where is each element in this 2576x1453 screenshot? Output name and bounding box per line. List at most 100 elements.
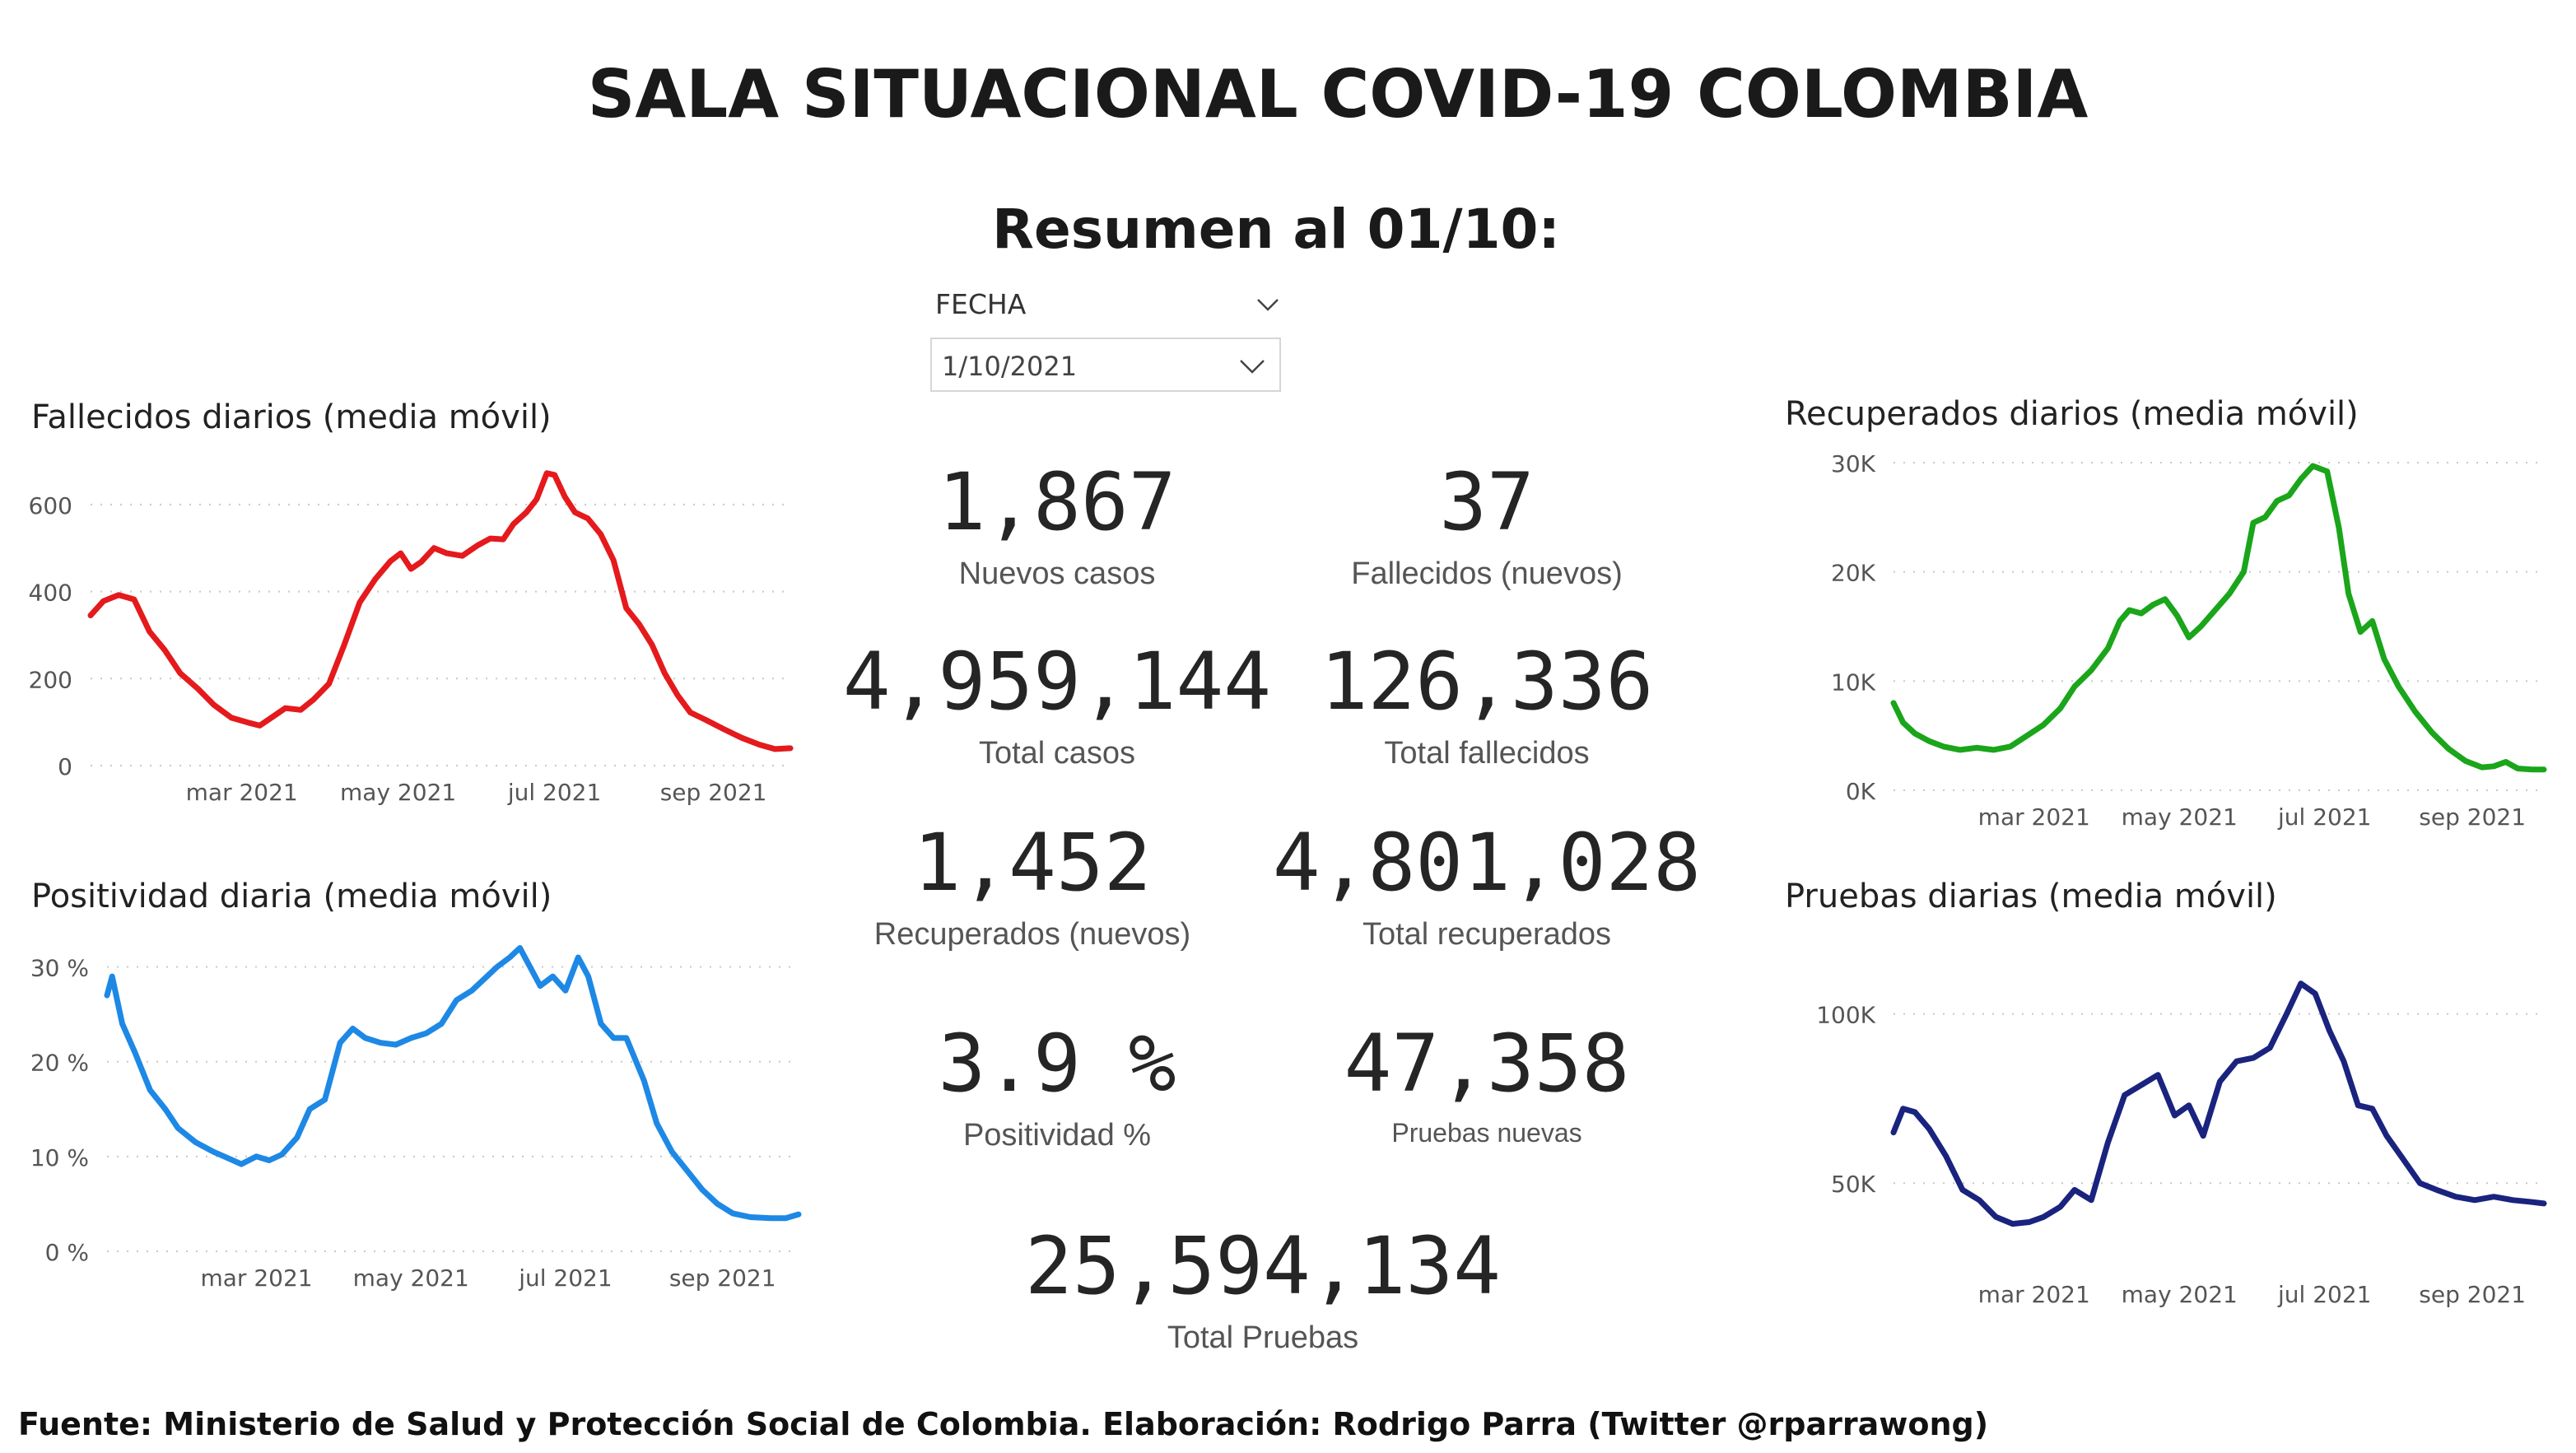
data-point	[133, 599, 134, 600]
data-point	[2431, 732, 2432, 733]
data-point	[441, 1023, 442, 1024]
x-tick-label: sep 2021	[2419, 1281, 2526, 1308]
data-point	[2164, 598, 2165, 599]
data-point	[2140, 613, 2141, 614]
chevron-down-icon[interactable]	[1255, 291, 1281, 318]
data-point	[626, 1037, 627, 1038]
data-point	[529, 966, 530, 967]
data-point	[231, 717, 232, 718]
date-slicer-header[interactable]: FECHA	[935, 288, 1281, 324]
data-point	[400, 553, 401, 554]
data-point	[446, 553, 447, 554]
data-point	[656, 1123, 657, 1124]
data-point	[296, 1137, 297, 1138]
data-point	[1929, 741, 1930, 742]
data-point	[2188, 637, 2189, 638]
data-point	[578, 957, 579, 958]
data-point	[1915, 733, 1916, 734]
data-point	[552, 976, 553, 977]
data-point	[2236, 1061, 2237, 1062]
x-tick-label: mar 2021	[1978, 1281, 2090, 1308]
x-tick-label: sep 2021	[660, 779, 767, 806]
data-point	[2027, 735, 2028, 736]
data-point	[496, 966, 497, 967]
data-point	[2398, 686, 2399, 687]
data-point	[2481, 767, 2482, 768]
data-point	[2158, 1074, 2159, 1075]
data-point	[122, 1023, 123, 1024]
chart-positividad: 0 % 10 % 20 % 30 % mar 2021 may 2021 jul 2021 s…	[30, 945, 802, 1292]
data-point	[2300, 983, 2301, 984]
data-point	[565, 990, 566, 991]
data-point	[2043, 1217, 2044, 1218]
data-point	[600, 533, 601, 534]
kpi-total-pruebas: 25,594,134 Total Pruebas	[999, 1227, 1526, 1356]
y-tick-label: 30 %	[30, 955, 89, 982]
y-tick-label: 200	[29, 666, 72, 693]
data-point	[2544, 1203, 2545, 1204]
data-point	[1960, 749, 1961, 750]
data-point	[639, 624, 640, 625]
x-tick-label: jul 2021	[518, 1264, 612, 1292]
kpi-recuperados-nuevos: 1,452 Recuperados (nuevos)	[769, 823, 1296, 952]
chevron-down-icon[interactable]	[1238, 352, 1266, 380]
data-point	[2475, 1199, 2476, 1200]
kpi-positividad: 3.9 % Positividad %	[794, 1024, 1321, 1153]
data-point	[2300, 478, 2301, 479]
data-point	[411, 1037, 412, 1038]
kpi-fallecidos-nuevos: 37 Fallecidos (nuevos)	[1223, 463, 1750, 592]
data-point	[2455, 1196, 2456, 1197]
data-point	[213, 705, 214, 706]
source-footer: Fuente: Ministerio de Salud y Protección…	[18, 1406, 1989, 1442]
data-point	[2153, 604, 2154, 605]
data-point	[613, 560, 614, 561]
data-point	[462, 556, 463, 557]
data-point	[328, 683, 329, 684]
kpi-label: Recuperados (nuevos)	[873, 917, 1191, 952]
kpi-value: 1,452	[913, 817, 1152, 909]
data-point	[2091, 670, 2092, 671]
data-point	[313, 699, 314, 700]
data-point	[775, 748, 776, 749]
data-point	[2243, 571, 2244, 572]
kpi-value: 3.9 %	[938, 1018, 1176, 1110]
data-point	[365, 1037, 366, 1038]
data-point	[285, 708, 286, 709]
data-point	[241, 1164, 242, 1165]
chart-title: Fallecidos diarios (media móvil)	[31, 398, 552, 436]
data-point	[2270, 1047, 2271, 1048]
data-point	[2544, 769, 2545, 770]
data-point	[588, 976, 589, 977]
x-tick-label: may 2021	[2122, 1281, 2238, 1308]
slicer-label: FECHA	[935, 288, 1027, 320]
summary-subtitle: Resumen al 01/10:	[992, 198, 1560, 261]
data-point	[112, 976, 113, 977]
x-tick-label: jul 2021	[2277, 1281, 2371, 1308]
chart-title: Recuperados diarios (media móvil)	[1785, 395, 2359, 433]
data-point	[2286, 1013, 2287, 1014]
data-point	[249, 723, 250, 724]
data-point	[2012, 1223, 2013, 1224]
data-point	[134, 1052, 135, 1053]
date-slicer-dropdown[interactable]: 1/10/2021	[930, 338, 1281, 392]
kpi-total-recuperados: 4,801,028 Total recuperados	[1223, 823, 1750, 952]
kpi-label: Pruebas nuevas	[1391, 1118, 1582, 1148]
data-point	[759, 744, 760, 745]
data-point	[2265, 517, 2266, 518]
x-tick-label: mar 2021	[200, 1264, 312, 1292]
x-tick-label: mar 2021	[1978, 803, 2090, 831]
data-point	[2360, 631, 2361, 632]
data-point	[228, 1158, 229, 1159]
x-tick-label: sep 2021	[669, 1264, 776, 1292]
chart-recuperados: 0K 10K 20K 30K mar 2021 may 2021 jul 2021 sep 2…	[1831, 450, 2547, 831]
data-point	[750, 1217, 751, 1218]
data-point	[2119, 621, 2120, 622]
data-point	[672, 1152, 673, 1153]
kpi-label: Fallecidos (nuevos)	[1351, 557, 1623, 591]
x-tick-label: may 2021	[340, 779, 456, 806]
data-point	[340, 1042, 341, 1043]
data-point	[2329, 1031, 2330, 1032]
data-point	[268, 1160, 269, 1161]
data-point	[2505, 761, 2506, 762]
data-point	[2060, 1207, 2061, 1208]
